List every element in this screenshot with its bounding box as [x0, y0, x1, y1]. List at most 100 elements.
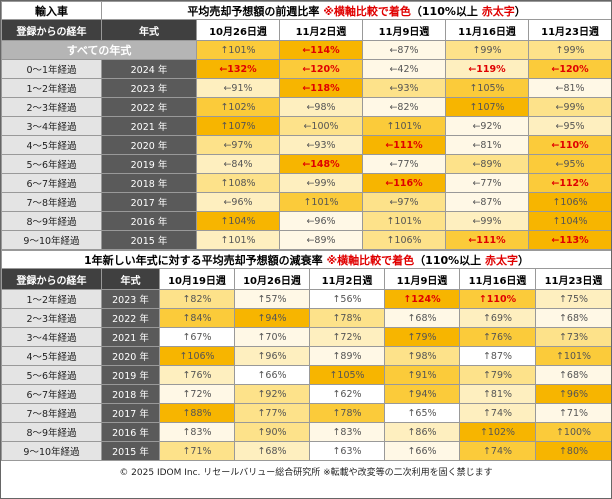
value-cell: ↑78% — [309, 308, 385, 328]
year-label: 2022 年 — [101, 97, 197, 117]
value-cell: ↑104% — [527, 211, 611, 231]
value-cell: ↑57% — [234, 289, 310, 309]
value-cell: ←93% — [362, 78, 446, 98]
value-cell: ↑101% — [362, 211, 446, 231]
value-cell: ↑62% — [309, 384, 385, 404]
value-cell: ↑96% — [234, 346, 310, 366]
data-row: 8〜9年経過 2016 年 ↑83% ↑90% ↑83% ↑86% ↑102% ↑100% — [1, 422, 611, 442]
data-row: 1〜2年経過 2023 年 ←91% ←118% ←93% ↑105% ←81% — [1, 78, 611, 98]
value-cell: ↑100% — [535, 422, 611, 442]
column-header: 10月19日週 — [159, 268, 235, 290]
column-header: 11月16日週 — [459, 268, 536, 290]
year-label: 2020 年 — [101, 346, 160, 366]
value-cell: ←95% — [527, 116, 611, 136]
year-label: 2021 年 — [101, 116, 197, 136]
value-cell: ←99% — [527, 97, 611, 117]
value-cell: ↑101% — [535, 346, 611, 366]
age-label: 9〜10年経過 — [1, 230, 102, 250]
value-cell: ↑81% — [459, 384, 536, 404]
value-cell: ↑67% — [159, 327, 235, 347]
title-part: 1年新しい年式に対する平均売却予想額の減衰率 — [84, 253, 327, 267]
value-cell: ←99% — [445, 211, 529, 231]
value-cell: ↑101% — [279, 192, 363, 212]
data-row: 1〜2年経過 2023 年 ↑82% ↑57% ↑56% ↑124% ↑110% ↑75% — [1, 289, 611, 309]
value-cell: ↑94% — [384, 384, 460, 404]
age-label: 1〜2年経過 — [1, 289, 102, 309]
data-row: 5〜6年経過 2019 年 ↑76% ↑66% ↑105% ↑91% ↑79% ↑68% — [1, 365, 611, 385]
value-cell: ←112% — [527, 173, 611, 193]
value-cell: ↑99% — [527, 40, 611, 60]
title-part: ※横軸比較で着色 — [323, 4, 411, 18]
value-cell: ↑106% — [362, 230, 446, 250]
title-row: 1年新しい年式に対する平均売却予想額の減衰率 ※横軸比較で着色（110%以上 赤… — [1, 250, 611, 269]
value-cell: ←113% — [527, 230, 611, 250]
value-cell: ↑75% — [535, 289, 611, 309]
value-cell: ←42% — [362, 59, 446, 79]
value-cell: ↑69% — [459, 308, 536, 328]
row-label: すべての年式 — [1, 40, 197, 60]
value-cell: ↑107% — [445, 97, 529, 117]
value-cell: ↑102% — [459, 422, 536, 442]
value-cell: ↑83% — [309, 422, 385, 442]
data-row: 2〜3年経過 2022 年 ↑102% ←98% ←82% ↑107% ←99% — [1, 97, 611, 117]
value-cell: ↑68% — [535, 365, 611, 385]
data-row: 3〜4年経過 2021 年 ↑107% ←100% ↑101% ←92% ←95% — [1, 116, 611, 136]
data-row: 8〜9年経過 2016 年 ↑104% ←96% ↑101% ←99% ↑104% — [1, 211, 611, 231]
year-label: 2015 年 — [101, 230, 197, 250]
value-cell: ↑98% — [384, 346, 460, 366]
value-cell: ←92% — [445, 116, 529, 136]
value-cell: ↑79% — [459, 365, 536, 385]
year-label: 2015 年 — [101, 441, 160, 461]
year-label: 2024 年 — [101, 59, 197, 79]
value-cell: ↑86% — [384, 422, 460, 442]
data-row: 0〜1年経過 2024 年 ←132% ←120% ←42% ←119% ←120% — [1, 59, 611, 79]
value-cell: ↑90% — [234, 422, 310, 442]
age-label: 8〜9年経過 — [1, 422, 102, 442]
data-row: 7〜8年経過 2017 年 ↑88% ↑77% ↑78% ↑65% ↑74% ↑71% — [1, 403, 611, 423]
value-cell: ↑94% — [234, 308, 310, 328]
decay-rate-table: 1年新しい年式に対する平均売却予想額の減衰率 ※横軸比較で着色（110%以上 赤… — [1, 250, 611, 461]
value-cell: ↑66% — [384, 441, 460, 461]
value-cell: ←97% — [362, 192, 446, 212]
data-row: 4〜5年経過 2020 年 ←97% ←93% ←111% ←81% ←110% — [1, 135, 611, 155]
title-part: 平均売却予想額の前週比率 — [187, 4, 324, 18]
column-header: 年式 — [101, 268, 160, 290]
data-row: 5〜6年経過 2019 年 ←84% ←148% ←77% ←89% ←95% — [1, 154, 611, 174]
value-cell: ↑71% — [159, 441, 235, 461]
value-cell: ↑105% — [445, 78, 529, 98]
year-label: 2018 年 — [101, 173, 197, 193]
column-header: 登録からの経年 — [1, 268, 102, 290]
age-label: 6〜7年経過 — [1, 384, 102, 404]
value-cell: ←97% — [196, 135, 280, 155]
column-header: 10月26日週 — [196, 19, 280, 41]
value-cell: ←148% — [279, 154, 363, 174]
value-cell: ↑102% — [196, 97, 280, 117]
value-cell: ↑80% — [535, 441, 611, 461]
value-cell: ←82% — [362, 97, 446, 117]
header-row: 登録からの経年 年式 10月19日週 10月26日週 11月2日週 11月9日週 11月16… — [1, 268, 611, 290]
title-part: ） — [514, 4, 526, 18]
value-cell: ↑106% — [159, 346, 235, 366]
age-label: 3〜4年経過 — [1, 116, 102, 136]
value-cell: ↑87% — [459, 346, 536, 366]
value-cell: ↑84% — [159, 308, 235, 328]
age-label: 7〜8年経過 — [1, 192, 102, 212]
value-cell: ←116% — [362, 173, 446, 193]
year-label: 2019 年 — [101, 365, 160, 385]
value-cell: ←77% — [362, 154, 446, 174]
age-label: 5〜6年経過 — [1, 154, 102, 174]
age-label: 4〜5年経過 — [1, 135, 102, 155]
value-cell: ←119% — [445, 59, 529, 79]
value-cell: ↑106% — [527, 192, 611, 212]
value-cell: ↑56% — [309, 289, 385, 309]
column-header: 11月16日週 — [445, 19, 529, 41]
title-part: ※横軸比較で着色 — [326, 253, 415, 267]
value-cell: ↑70% — [234, 327, 310, 347]
value-cell: ↑105% — [309, 365, 385, 385]
title-row: 輸入車 平均売却予想額の前週比率 ※横軸比較で着色（110%以上 赤太字） — [1, 1, 611, 20]
value-cell: ←96% — [279, 211, 363, 231]
age-label: 8〜9年経過 — [1, 211, 102, 231]
value-cell: ↑76% — [159, 365, 235, 385]
age-label: 7〜8年経過 — [1, 403, 102, 423]
column-header: 年式 — [101, 19, 197, 41]
